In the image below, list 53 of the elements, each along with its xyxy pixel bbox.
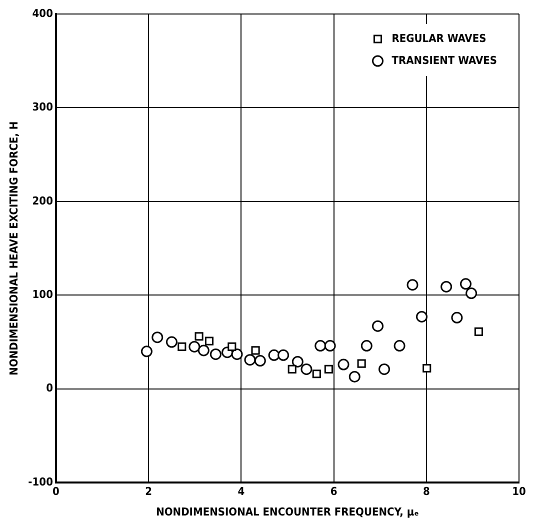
point bbox=[300, 363, 312, 375]
point bbox=[244, 354, 256, 366]
y-tick-label: 0 bbox=[46, 382, 54, 395]
point bbox=[254, 355, 266, 367]
y-tick-label: -100 bbox=[28, 475, 54, 488]
point bbox=[288, 364, 296, 374]
point bbox=[312, 370, 321, 378]
x-tick-label: 8 bbox=[422, 485, 430, 498]
point bbox=[251, 346, 260, 355]
point bbox=[268, 349, 280, 361]
point bbox=[348, 370, 360, 382]
y-tick-label: 400 bbox=[32, 6, 54, 20]
y-tick-label: 100 bbox=[32, 288, 54, 302]
point bbox=[357, 359, 366, 368]
point bbox=[394, 340, 406, 352]
point bbox=[292, 356, 304, 368]
point bbox=[378, 363, 390, 375]
x-tick-label: 4 bbox=[238, 485, 245, 498]
point bbox=[194, 332, 204, 341]
point bbox=[210, 348, 222, 360]
point bbox=[466, 288, 478, 300]
legend-label: TRANSIENT WAVES bbox=[392, 54, 498, 67]
x-tick-label: 10 bbox=[512, 485, 526, 498]
point bbox=[422, 364, 432, 373]
y-axis-title: NONDIMENSIONAL HEAVE EXCITING FORCE, H bbox=[7, 121, 20, 376]
x-tick-label: 6 bbox=[330, 485, 338, 498]
y-tick-label: 200 bbox=[32, 194, 54, 208]
point bbox=[416, 310, 428, 322]
point bbox=[474, 327, 483, 336]
point bbox=[166, 336, 178, 348]
point bbox=[324, 364, 333, 374]
point bbox=[152, 332, 164, 344]
point bbox=[178, 342, 186, 351]
point bbox=[314, 340, 326, 352]
point bbox=[231, 348, 243, 360]
point bbox=[278, 349, 290, 361]
x-tick-label: 2 bbox=[145, 485, 152, 498]
point bbox=[228, 342, 236, 351]
point bbox=[188, 340, 200, 352]
point bbox=[324, 340, 336, 352]
point bbox=[451, 312, 463, 324]
point bbox=[440, 280, 452, 292]
point bbox=[198, 344, 210, 356]
point bbox=[204, 336, 214, 346]
point bbox=[460, 278, 472, 290]
point bbox=[338, 358, 350, 370]
point bbox=[372, 320, 384, 332]
y-tick-label: 300 bbox=[32, 100, 54, 114]
point bbox=[406, 279, 418, 291]
point bbox=[140, 346, 152, 358]
legend-label: REGULAR WAVES bbox=[392, 32, 486, 45]
x-axis-title: NONDIMENSIONAL ENCOUNTER FREQUENCY, μₑ bbox=[156, 505, 420, 518]
point bbox=[360, 340, 372, 352]
